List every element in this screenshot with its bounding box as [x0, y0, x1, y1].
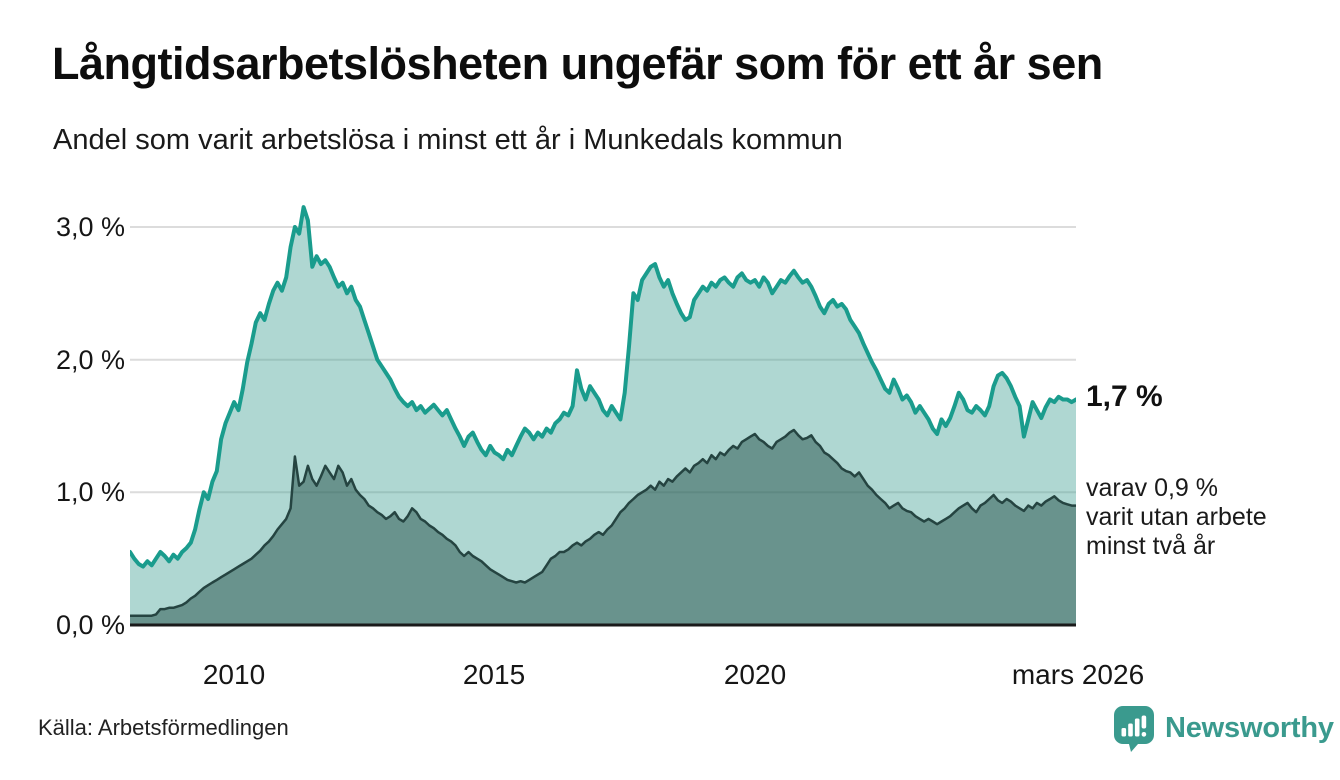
area-chart-plot [130, 205, 1076, 627]
y-tick-label-1: 1,0 % [55, 477, 125, 507]
newsworthy-brand: Newsworthy [1112, 704, 1334, 752]
newsworthy-wordmark: Newsworthy [1165, 711, 1334, 744]
secondary-series-note: varav 0,9 % varit utan arbete minst två … [1086, 474, 1267, 561]
y-tick-label-3: 3,0 % [55, 212, 125, 242]
y-tick-label-0: 0,0 % [55, 610, 125, 640]
secondary-note-line-3: minst två år [1086, 532, 1216, 560]
newsworthy-badge-bar-chart-icon [1112, 704, 1156, 752]
x-tick-label-2015: 2015 [462, 659, 526, 690]
x-tick-label-mars-2026: mars 2026 [1011, 659, 1145, 690]
x-tick-label-2020: 2020 [723, 659, 787, 690]
chart-subtitle: Andel som varit arbetslösa i minst ett å… [53, 124, 843, 156]
secondary-note-line-2: varit utan arbete [1086, 503, 1267, 531]
y-tick-label-2: 2,0 % [55, 345, 125, 375]
secondary-note-line-1: varav 0,9 % [1086, 474, 1219, 502]
unemployed-min-one-year-line [130, 205, 1076, 569]
x-tick-label-2010: 2010 [202, 659, 266, 690]
latest-value-label: 1,7 % [1086, 380, 1163, 413]
unemployed-min-two-years-area [130, 430, 1076, 625]
unemployed-min-two-years-line [130, 428, 1076, 617]
source-caption: Källa: Arbetsförmedlingen [38, 715, 289, 740]
chart-title: Långtidsarbetslösheten ungefär som för e… [52, 38, 1103, 89]
